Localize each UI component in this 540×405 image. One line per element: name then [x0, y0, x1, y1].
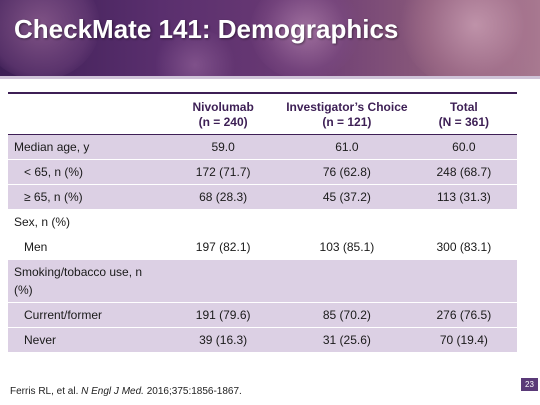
cell-investigators-choice: 31 (25.6): [283, 327, 411, 352]
table-row: Smoking/tobacco use, n (%): [8, 259, 517, 303]
header-nivolumab: Nivolumab (n = 240): [163, 93, 283, 135]
table-header-row: Nivolumab (n = 240) Investigator’s Choic…: [8, 93, 517, 135]
header-total: Total (N = 361): [411, 93, 517, 135]
cell-nivolumab: 59.0: [163, 134, 284, 160]
cell-investigators-choice: 76 (62.8): [283, 159, 411, 185]
header-line1: Nivolumab: [192, 100, 254, 114]
row-label: Sex, n (%): [8, 209, 164, 235]
cell-total: [410, 209, 517, 235]
row-label: ≥ 65, n (%): [8, 184, 164, 210]
header-divider: [0, 76, 540, 79]
slide-title: CheckMate 141: Demographics: [14, 14, 399, 44]
cell-investigators-choice: 85 (70.2): [283, 302, 411, 328]
row-label: Men: [8, 234, 164, 260]
table-row: Men 197 (82.1) 103 (85.1) 300 (83.1): [8, 234, 517, 260]
row-label: Median age, y: [8, 134, 164, 160]
table-row: Never 39 (16.3) 31 (25.6) 70 (19.4): [8, 327, 517, 352]
table-row: Sex, n (%): [8, 209, 517, 235]
cell-total: 60.0: [410, 134, 517, 160]
table-row: Median age, y 59.0 61.0 60.0: [8, 134, 517, 160]
cell-investigators-choice: [283, 209, 411, 235]
cell-nivolumab: [163, 209, 284, 235]
cell-nivolumab: 68 (28.3): [163, 184, 284, 210]
table-row: < 65, n (%) 172 (71.7) 76 (62.8) 248 (68…: [8, 159, 517, 185]
cell-investigators-choice: 61.0: [283, 134, 411, 160]
cell-total: 300 (83.1): [410, 234, 517, 260]
cell-investigators-choice: 103 (85.1): [283, 234, 411, 260]
cell-nivolumab: [163, 259, 284, 303]
cell-investigators-choice: 45 (37.2): [283, 184, 411, 210]
header-blank: [8, 93, 163, 135]
cell-total: 113 (31.3): [410, 184, 517, 210]
row-label: < 65, n (%): [8, 159, 164, 185]
cell-nivolumab: 39 (16.3): [163, 327, 284, 352]
cell-nivolumab: 191 (79.6): [163, 302, 284, 328]
header-line1: Total: [449, 100, 478, 114]
row-label: Never: [8, 327, 164, 352]
header-line2: (n = 240): [198, 115, 248, 129]
decorative-cell-image: [250, 0, 360, 76]
header-investigators-choice: Investigator’s Choice (n = 121): [283, 93, 411, 135]
citation-authors: Ferris RL, et al.: [10, 386, 82, 397]
cell-nivolumab: 172 (71.7): [163, 159, 284, 185]
header-line1: Investigator’s Choice: [286, 100, 408, 114]
cell-total: 276 (76.5): [410, 302, 517, 328]
table-row: Current/former 191 (79.6) 85 (70.2) 276 …: [8, 302, 517, 328]
row-label: Smoking/tobacco use, n (%): [8, 259, 164, 303]
header-line2: (n = 121): [322, 115, 372, 129]
demographics-table: Nivolumab (n = 240) Investigator’s Choic…: [8, 92, 517, 352]
citation: Ferris RL, et al. N Engl J Med. 2016;375…: [10, 386, 242, 397]
cell-nivolumab: 197 (82.1): [163, 234, 284, 260]
page-number: 23: [521, 378, 538, 391]
cell-total: 70 (19.4): [410, 327, 517, 352]
header-line2: (N = 361): [438, 115, 490, 129]
table-row: ≥ 65, n (%) 68 (28.3) 45 (37.2) 113 (31.…: [8, 184, 517, 210]
cell-investigators-choice: [283, 259, 411, 303]
citation-journal: N Engl J Med.: [81, 386, 144, 397]
title-banner: CheckMate 141: Demographics: [0, 0, 540, 76]
row-label: Current/former: [8, 302, 164, 328]
cell-total: 248 (68.7): [410, 159, 517, 185]
citation-details: 2016;375:1856-1867.: [143, 386, 242, 397]
cell-total: [410, 259, 517, 303]
decorative-cell-image: [400, 0, 540, 76]
